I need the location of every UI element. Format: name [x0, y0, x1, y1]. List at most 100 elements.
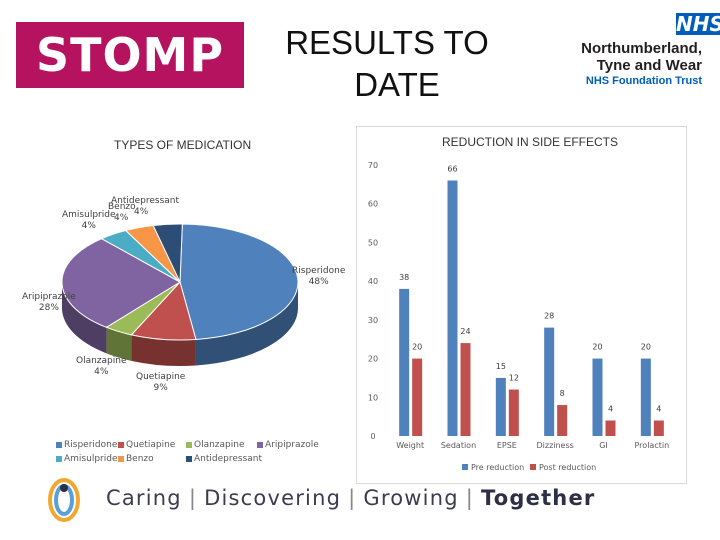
bar-gi-pre — [592, 358, 603, 436]
pie-label-amisulpride: Amisulpride 4% — [62, 210, 116, 231]
legend-swatch — [118, 456, 124, 462]
bar-value-label: 24 — [460, 327, 470, 336]
pie-label-aripiprazole: Aripiprazole 28% — [22, 292, 76, 313]
footer-ring-outer — [48, 478, 80, 522]
bar-epse-pre — [495, 377, 506, 436]
bar-epse-post — [508, 389, 519, 436]
pie-chart — [61, 223, 299, 366]
trust-line-2: Tyne and Wear — [596, 57, 702, 74]
pie-label-benzo: Benzo — [108, 202, 136, 212]
legend-swatch — [186, 456, 192, 462]
legend-swatch — [118, 442, 124, 448]
legend-swatch — [257, 442, 263, 448]
bar-value-label: 4 — [656, 405, 661, 414]
y-axis: 0 10 20 30 40 50 60 70 — [368, 161, 378, 441]
footer-tagline: Caring | Discovering | Growing | Together — [106, 486, 596, 510]
pie-side-aripiprazole — [62, 282, 107, 354]
bar-value-label: 20 — [641, 343, 651, 352]
footer-logo-mark — [48, 478, 80, 522]
footer-dot — [60, 484, 68, 492]
legend-swatch — [56, 456, 62, 462]
pie-slice-risperidone — [179, 223, 299, 340]
trust-name: Northumberland, Tyne and Wear NHS Founda… — [581, 40, 702, 88]
bar-prolactin-post — [653, 420, 664, 436]
x-tick-label: GI — [599, 441, 608, 450]
bar-value-label: 8 — [560, 389, 565, 398]
pie-label-risperidone: Risperidone 48% — [292, 266, 346, 287]
pie-slice-antidepressant — [152, 223, 183, 283]
bar-chart-panel: REDUCTION IN SIDE EFFECTS 0 10 20 30 40 50 60 7… — [356, 126, 687, 484]
y-tick-label: 40 — [368, 277, 378, 286]
bar-dizziness-post — [557, 405, 568, 436]
legend-item-amisulpride: Amisulpride — [56, 454, 117, 464]
bar-legend: Pre reduction Post reduction — [462, 463, 596, 472]
legend-item-risperidone: Risperidone — [56, 440, 117, 450]
pie-slice-aripiprazole — [61, 238, 181, 328]
y-tick-label: 10 — [368, 393, 378, 402]
pie-label-benzo-value: 4% — [114, 213, 129, 223]
legend-item-olanzapine: Olanzapine — [186, 440, 245, 450]
legend-swatch — [186, 442, 192, 448]
title-line-1: RESULTS TO — [285, 24, 489, 61]
legend-swatch — [462, 464, 468, 470]
footer-word-discovering: Discovering — [204, 486, 342, 510]
legend-label: Pre reduction — [471, 463, 524, 472]
bar-sedation-pre — [447, 180, 458, 436]
bar-weight-pre — [399, 288, 410, 436]
bar-value-label: 15 — [496, 362, 506, 371]
trust-line-1: Northumberland, — [581, 40, 702, 57]
stomp-logo: STOMP — [16, 22, 244, 88]
pie-label-antidepressant: Antidepressant — [111, 196, 180, 206]
legend-label: Post reduction — [539, 463, 596, 472]
bar-prolactin-pre — [640, 358, 651, 436]
page-title: RESULTS TO DATE — [262, 22, 512, 106]
bar-value-label: 12 — [509, 374, 519, 383]
footer-word-together: Together — [481, 486, 596, 510]
pie-chart-title: TYPES OF MEDICATION — [114, 138, 252, 152]
y-tick-label: 50 — [368, 238, 378, 247]
y-tick-label: 20 — [368, 355, 378, 364]
y-tick-label: 60 — [368, 200, 378, 209]
bar-gi-post — [605, 420, 616, 436]
pie-slices — [61, 223, 299, 341]
footer-word-growing: Growing — [363, 486, 459, 510]
title-line-2: DATE — [354, 66, 440, 103]
legend-item-antidepressant: Antidepressant — [186, 454, 262, 464]
pie-chart-panel: TYPES OF MEDICATION — [56, 126, 360, 466]
nhs-logo: NHS — [676, 12, 720, 36]
bar-value-label: 4 — [608, 405, 613, 414]
pie-label-antidepressant-value: 4% — [134, 207, 149, 217]
pie-side-olanzapine — [106, 327, 132, 361]
x-tick-label: Dizziness — [536, 441, 573, 450]
x-tick-label: Sedation — [441, 441, 476, 450]
footer-word-caring: Caring — [106, 486, 182, 510]
bar-weight-post — [412, 358, 423, 436]
bar-value-label: 20 — [592, 343, 602, 352]
pie-label-quetiapine: Quetiapine 9% — [136, 372, 186, 393]
x-tick-label: Weight — [396, 441, 424, 450]
bar-value-label: 38 — [399, 273, 409, 282]
stomp-logo-text: STOMP — [35, 28, 225, 82]
legend-item-aripiprazole: Aripiprazole — [257, 440, 319, 450]
x-tick-label: Prolactin — [635, 441, 670, 450]
bar-value-label: 66 — [447, 164, 457, 173]
legend-swatch — [530, 464, 536, 470]
bar-value-label: 28 — [544, 312, 554, 321]
x-tick-label: EPSE — [497, 441, 517, 450]
bar-value-label: 20 — [412, 343, 422, 352]
trust-line-3: NHS Foundation Trust — [585, 75, 702, 87]
legend-item-quetiapine: Quetiapine — [118, 440, 175, 450]
pie-sides — [62, 282, 298, 366]
y-tick-label: 30 — [368, 316, 378, 325]
legend-item-benzo: Benzo — [118, 454, 154, 464]
legend-swatch — [56, 442, 62, 448]
bar-sedation-post — [460, 343, 471, 436]
y-tick-label: 70 — [368, 161, 378, 170]
pie-label-olanzapine: Olanzapine 4% — [76, 356, 127, 377]
pie-side-risperidone — [195, 282, 298, 366]
y-tick-label: 0 — [370, 432, 375, 441]
bar-dizziness-pre — [544, 327, 555, 436]
bar-chart-title: REDUCTION IN SIDE EFFECTS — [442, 135, 619, 149]
